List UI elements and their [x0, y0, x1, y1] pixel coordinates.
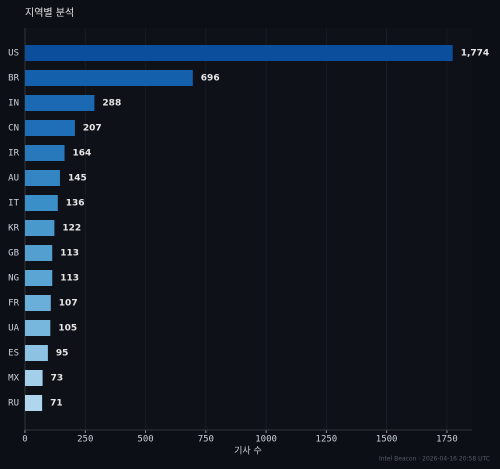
value-label: 207: [83, 124, 102, 134]
bar: [25, 220, 55, 236]
value-label: 164: [73, 149, 92, 159]
value-label: 95: [56, 349, 69, 359]
value-label: 136: [66, 199, 85, 209]
x-tick-label: 500: [137, 435, 153, 445]
value-label: 107: [59, 299, 78, 309]
y-tick-label: IT: [8, 199, 19, 209]
bar: [25, 370, 43, 386]
value-label: 145: [68, 174, 87, 184]
footer: Intel Beacon · 2026-04-16 20:58 UTC: [379, 456, 490, 463]
bar: [25, 70, 193, 86]
x-tick-label: 1000: [255, 435, 277, 445]
value-label: 288: [102, 99, 121, 109]
y-tick-label: NG: [8, 274, 19, 284]
bar: [25, 270, 53, 286]
value-label: 113: [60, 249, 79, 259]
x-tick-label: 1750: [436, 435, 458, 445]
bar: [25, 320, 51, 336]
x-tick-label: 1250: [316, 435, 338, 445]
x-tick-label: 250: [77, 435, 93, 445]
value-label: 73: [51, 374, 64, 384]
y-tick-label: MX: [8, 374, 19, 384]
x-tick-label: 0: [22, 435, 27, 445]
bar: [25, 245, 53, 261]
y-tick-label: CN: [8, 124, 19, 134]
y-tick-label: GB: [8, 249, 19, 259]
bar: [25, 95, 95, 111]
y-tick-label: FR: [8, 299, 19, 309]
y-tick-label: KR: [8, 224, 19, 234]
bar: [25, 145, 65, 161]
bar: [25, 45, 453, 61]
y-tick-label: IR: [8, 149, 19, 159]
bar: [25, 345, 48, 361]
y-tick-label: IN: [8, 99, 19, 109]
value-label: 122: [62, 224, 81, 234]
y-tick-label: RU: [8, 399, 19, 409]
x-axis-label: 기사 수: [234, 446, 262, 457]
y-tick-label: AU: [8, 174, 19, 184]
value-label: 71: [50, 399, 63, 409]
bar: [25, 120, 75, 136]
value-label: 1,774: [461, 49, 489, 59]
bar: [25, 195, 58, 211]
value-label: 105: [58, 324, 77, 334]
y-tick-label: BR: [8, 74, 19, 84]
y-tick-label: US: [8, 49, 19, 59]
x-tick-label: 1500: [376, 435, 398, 445]
x-tick-label: 750: [198, 435, 214, 445]
bar: [25, 295, 51, 311]
value-label: 113: [60, 274, 79, 284]
y-tick-label: UA: [8, 324, 19, 334]
chart-title: 지역별 분석: [25, 7, 74, 19]
value-label: 696: [201, 74, 220, 84]
bar: [25, 395, 43, 411]
y-tick-label: ES: [8, 349, 19, 359]
bar: [25, 170, 60, 186]
plot-area: [25, 28, 472, 430]
